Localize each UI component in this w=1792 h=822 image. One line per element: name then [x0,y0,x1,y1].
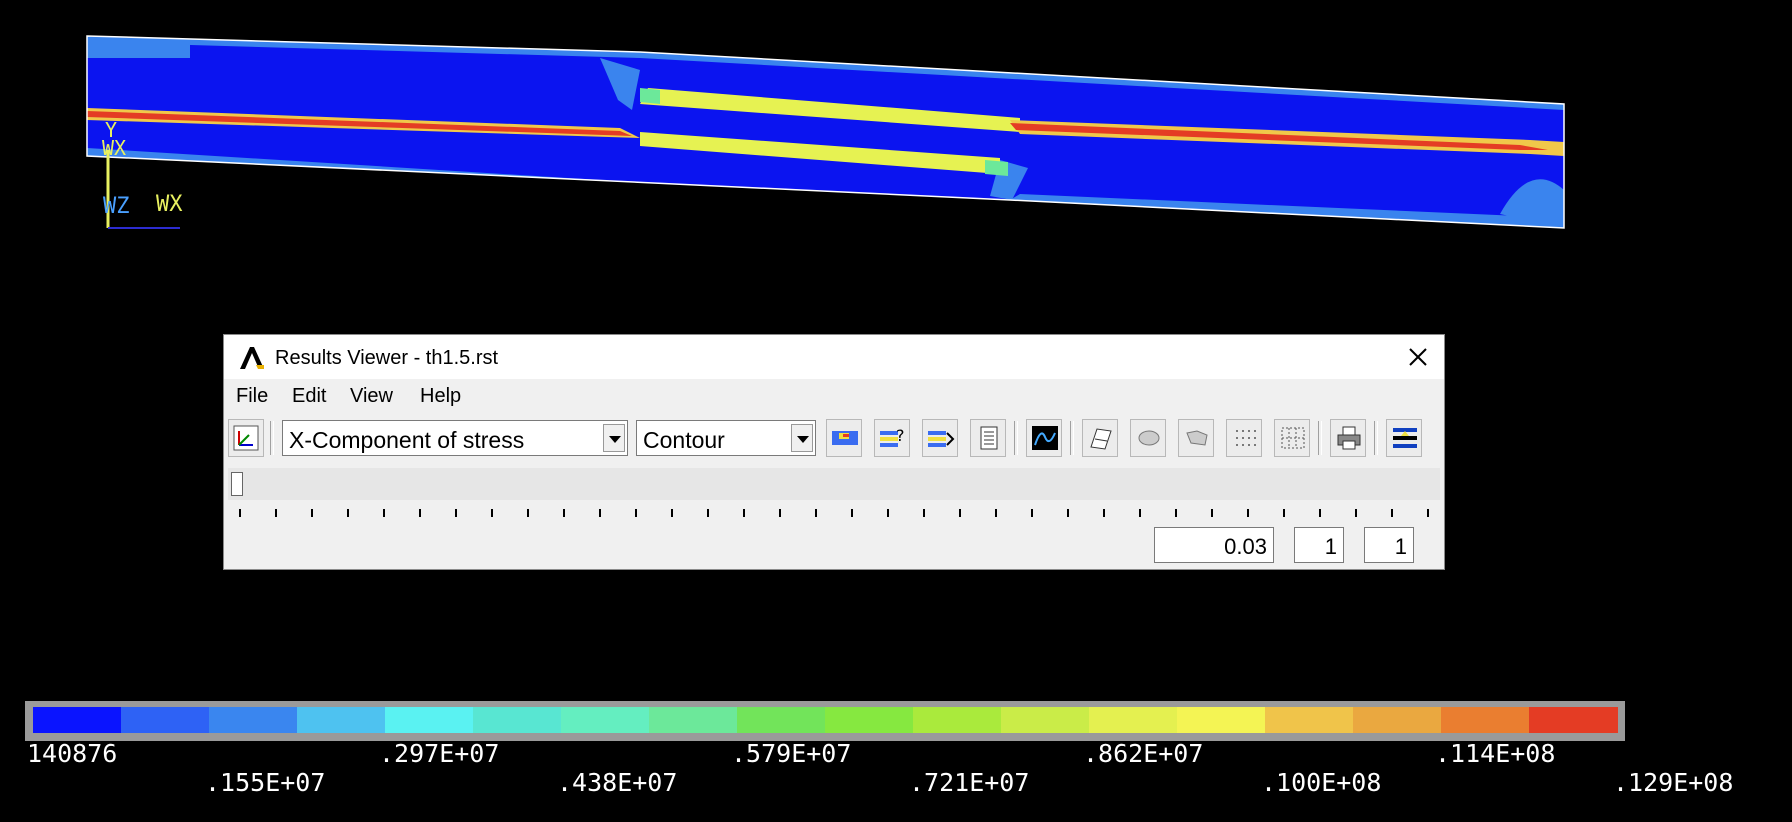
node-display-icon[interactable] [1178,419,1214,457]
triad-wx-label: WX [102,136,127,160]
legend-swatch [385,707,474,733]
toolbar-separator [1374,421,1378,455]
legend-swatch [1001,707,1090,733]
legend-swatch [1353,707,1442,733]
legend-swatch [1089,707,1178,733]
list-result-icon[interactable] [970,419,1006,457]
substep-field[interactable]: 1 [1364,527,1414,563]
svg-text:?: ? [896,426,905,445]
legend-swatch [33,707,122,733]
triad-y-label: Y [105,118,118,142]
time-slider[interactable] [228,468,1440,500]
stress-contour [87,36,1564,228]
ansys-logo-icon [238,345,266,371]
legend-label-bottom: .721E+07 [909,768,1030,797]
legend-label-bottom: .129E+08 [1613,768,1734,797]
node-dots-icon[interactable] [1226,419,1262,457]
chevron-down-icon[interactable] [791,424,813,452]
title-bar[interactable]: Results Viewer - th1.5.rst [224,335,1444,379]
time-value-field[interactable]: 0.03 [1154,527,1274,563]
toolbar-separator [1070,421,1074,455]
options-icon[interactable] [1386,419,1422,457]
legend-swatch [473,707,562,733]
legend-swatch [1177,707,1266,733]
menu-help[interactable]: Help [420,385,462,407]
legend-swatch [1529,707,1618,733]
vector-plot-icon[interactable] [922,419,958,457]
slider-ticks [239,509,1429,517]
close-icon[interactable] [1402,341,1434,373]
contour-plot-icon[interactable] [826,419,862,457]
load-step-field[interactable]: 1 [1294,527,1344,563]
legend-swatch [825,707,914,733]
graph-icon[interactable] [1026,419,1062,457]
display-type-dropdown[interactable]: Contour [636,420,816,456]
legend-label-top: .297E+07 [379,739,500,768]
query-result-icon[interactable]: ? [874,419,910,457]
legend-swatch [209,707,298,733]
legend-swatch [297,707,386,733]
element-display-icon[interactable] [1130,419,1166,457]
results-viewer-window: Results Viewer - th1.5.rst File Edit Vie… [223,334,1445,570]
legend-swatch [649,707,738,733]
legend-label-top: 140876 [27,739,118,768]
legend-swatch [1441,707,1530,733]
legend-swatch [737,707,826,733]
result-item-dropdown[interactable]: X-Component of stress [282,420,628,456]
legend-label-top: .114E+08 [1435,739,1556,768]
select-result-icon[interactable] [228,419,264,457]
legend-label-bottom: .100E+08 [1261,768,1382,797]
slider-thumb[interactable] [231,472,243,496]
legend-swatch [913,707,1002,733]
animate-icon[interactable] [1082,419,1118,457]
menu-view[interactable]: View [350,385,393,407]
triad-wx-label-2: WX [156,192,183,217]
print-icon[interactable] [1330,419,1366,457]
toolbar: X-Component of stress Contour ? [224,419,1444,459]
toolbar-separator [1318,421,1322,455]
legend-label-top: .862E+07 [1083,739,1204,768]
chevron-down-icon[interactable] [603,424,625,452]
legend-label-top: .579E+07 [731,739,852,768]
element-grid-icon[interactable] [1274,419,1310,457]
legend-swatch [561,707,650,733]
legend-swatch [1265,707,1354,733]
toolbar-separator [270,421,274,455]
triad-wz-label: WZ [103,194,130,219]
color-legend-bar [25,701,1625,741]
legend-swatch [121,707,210,733]
menu-bar: File Edit View Help [224,379,1444,411]
menu-file[interactable]: File [236,385,269,407]
window-title: Results Viewer - th1.5.rst [275,347,499,369]
menu-edit[interactable]: Edit [292,385,327,407]
toolbar-separator [1014,421,1018,455]
legend-label-bottom: .155E+07 [205,768,326,797]
legend-label-bottom: .438E+07 [557,768,678,797]
contour-plot-area [86,35,1565,229]
